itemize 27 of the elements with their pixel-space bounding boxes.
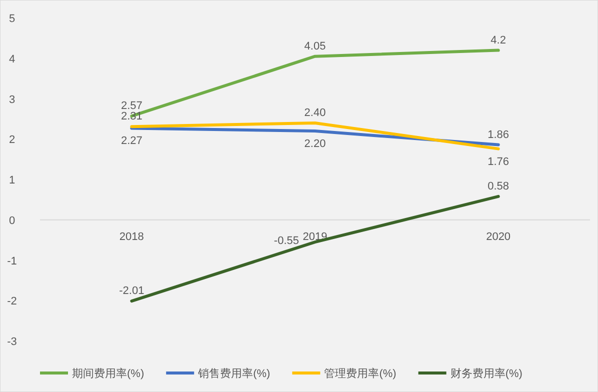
data-label: 2.27	[120, 135, 142, 148]
x-tick-label: 2020	[486, 230, 511, 243]
y-tick-label: -2	[7, 296, 17, 308]
y-tick-label: -1	[7, 255, 17, 268]
data-label: 0.58	[488, 180, 510, 192]
legend-label: 管理费用率(%)	[324, 367, 396, 380]
data-label: -0.55	[274, 235, 299, 248]
data-label: 2.20	[304, 138, 326, 150]
y-tick-label: 1	[8, 174, 16, 186]
data-label: 1.76	[488, 156, 510, 168]
y-tick-label: 3	[8, 94, 16, 106]
legend-label: 期间费用率(%)	[72, 367, 144, 380]
data-label: -2.01	[119, 285, 144, 298]
data-label: 4.2	[490, 34, 506, 46]
y-tick-label: -3	[7, 336, 17, 348]
data-label: 4.05	[304, 40, 326, 52]
data-label: 1.86	[488, 128, 510, 141]
y-tick-label: 0	[8, 214, 16, 227]
y-tick-label: 5	[8, 13, 16, 25]
legend-label: 销售费用率(%)	[197, 367, 270, 380]
data-label: 2.31	[120, 110, 142, 123]
data-label: 2.57	[120, 100, 142, 112]
x-tick-label: 2018	[119, 230, 144, 243]
y-tick-label: 4	[8, 53, 16, 66]
y-tick-label: 2	[8, 134, 16, 146]
legend-label: 财务费用率(%)	[450, 367, 522, 380]
data-label: 2.40	[304, 106, 326, 119]
